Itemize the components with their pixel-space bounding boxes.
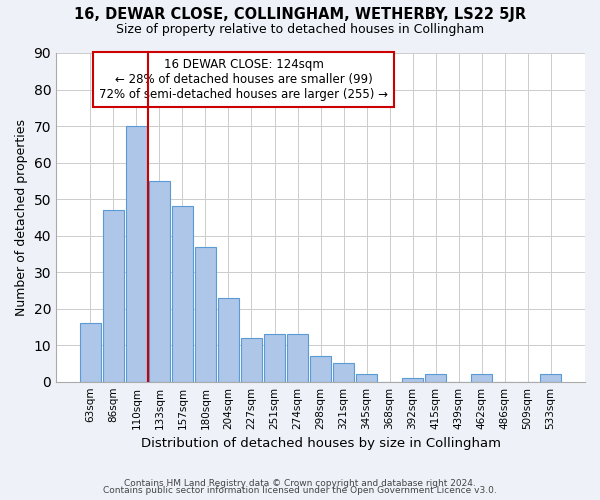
Bar [103, 210, 124, 382]
Bar [287, 334, 308, 382]
Text: 16, DEWAR CLOSE, COLLINGHAM, WETHERBY, LS22 5JR: 16, DEWAR CLOSE, COLLINGHAM, WETHERBY, L… [74, 8, 526, 22]
Bar [333, 364, 354, 382]
Bar [172, 206, 193, 382]
Bar [126, 126, 147, 382]
Y-axis label: Number of detached properties: Number of detached properties [15, 119, 28, 316]
Bar [149, 181, 170, 382]
Bar [471, 374, 492, 382]
Text: Contains public sector information licensed under the Open Government Licence v3: Contains public sector information licen… [103, 486, 497, 495]
Bar [264, 334, 285, 382]
Text: 16 DEWAR CLOSE: 124sqm
← 28% of detached houses are smaller (99)
72% of semi-det: 16 DEWAR CLOSE: 124sqm ← 28% of detached… [100, 58, 388, 101]
Bar [241, 338, 262, 382]
Text: Contains HM Land Registry data © Crown copyright and database right 2024.: Contains HM Land Registry data © Crown c… [124, 478, 476, 488]
Bar [540, 374, 561, 382]
Bar [310, 356, 331, 382]
Bar [402, 378, 423, 382]
Bar [218, 298, 239, 382]
Bar [425, 374, 446, 382]
Text: Size of property relative to detached houses in Collingham: Size of property relative to detached ho… [116, 22, 484, 36]
X-axis label: Distribution of detached houses by size in Collingham: Distribution of detached houses by size … [140, 437, 500, 450]
Bar [356, 374, 377, 382]
Bar [195, 246, 216, 382]
Bar [80, 323, 101, 382]
